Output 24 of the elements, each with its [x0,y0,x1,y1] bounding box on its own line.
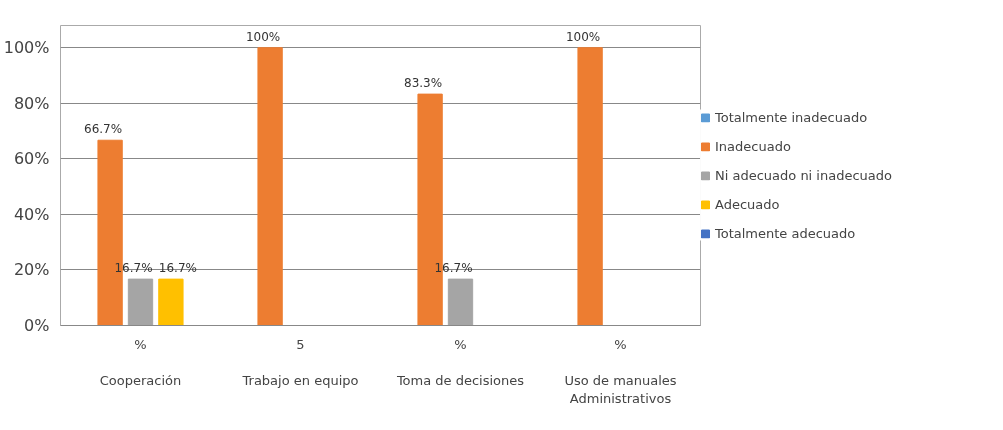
data-label: 100% [565,29,601,44]
legend-label: Ni adecuado ni inadecuado [715,167,892,183]
y-tick-label: 0% [24,316,50,335]
category-label: % Uso de manuales Administrativos [564,336,677,406]
legend-label: Totalmente adecuado [715,225,856,241]
category-label: % Toma de decisiones [396,336,525,388]
bar [577,47,603,326]
category-label: 5 Trabajo en equipo [242,336,359,388]
bar [158,278,184,326]
bar [127,278,154,326]
y-tick-label: 80% [13,93,50,113]
legend-label: Totalmente inadecuado [715,109,868,125]
data-label: 100% [245,29,281,44]
data-label: 66.7% [84,122,123,137]
y-tick-label: 100% [3,38,50,58]
y-tick-label: 20% [13,260,50,280]
bar [257,47,283,326]
data-label: 83.3% [404,76,443,91]
category-label: % Cooperación [99,336,182,388]
legend-label: Adecuado [715,196,780,212]
legend-label: Inadecuado [715,138,791,154]
bar [447,278,474,326]
y-tick-label: 60% [13,149,50,169]
y-tick-label: 40% [13,204,50,224]
